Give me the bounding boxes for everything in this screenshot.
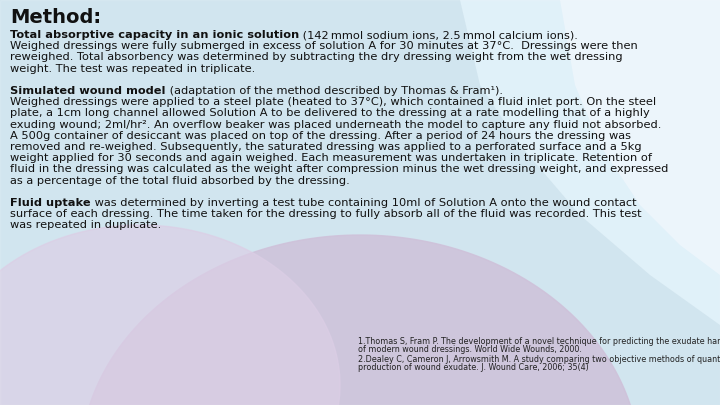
Text: 2.Dealey C, Cameron J, Arrowsmith M. A study comparing two objective methods of : 2.Dealey C, Cameron J, Arrowsmith M. A s…: [358, 355, 720, 364]
Text: removed and re-weighed. Subsequently, the saturated dressing was applied to a pe: removed and re-weighed. Subsequently, th…: [10, 142, 642, 152]
Text: 1.Thomas S, Fram P. The development of a novel technique for predicting the exud: 1.Thomas S, Fram P. The development of a…: [358, 337, 720, 346]
Polygon shape: [560, 0, 720, 275]
Text: Simulated wound model: Simulated wound model: [10, 86, 166, 96]
Text: of modern wound dressings. World Wide Wounds, 2000.: of modern wound dressings. World Wide Wo…: [358, 345, 582, 354]
Text: Weighed dressings were applied to a steel plate (heated to 37°C), which containe: Weighed dressings were applied to a stee…: [10, 97, 656, 107]
Text: exuding wound; 2ml/hr². An overflow beaker was placed underneath the model to ca: exuding wound; 2ml/hr². An overflow beak…: [10, 119, 662, 130]
Text: was determined by inverting a test tube containing 10ml of Solution A onto the w: was determined by inverting a test tube …: [91, 198, 636, 208]
Text: weight applied for 30 seconds and again weighed. Each measurement was undertaken: weight applied for 30 seconds and again …: [10, 153, 652, 163]
Text: surface of each dressing. The time taken for the dressing to fully absorb all of: surface of each dressing. The time taken…: [10, 209, 642, 219]
Text: Total absorptive capacity in an ionic solution: Total absorptive capacity in an ionic so…: [10, 30, 300, 40]
Text: was repeated in duplicate.: was repeated in duplicate.: [10, 220, 161, 230]
Text: (adaptation of the method described by Thomas & Fram¹).: (adaptation of the method described by T…: [166, 86, 503, 96]
Text: Fluid uptake: Fluid uptake: [10, 198, 91, 208]
Text: production of wound exudate. J. Wound Care, 2006; 35(4): production of wound exudate. J. Wound Ca…: [358, 363, 589, 372]
Text: Method:: Method:: [10, 8, 101, 27]
Polygon shape: [0, 225, 340, 405]
Text: plate, a 1cm long channel allowed Solution A to be delivered to the dressing at : plate, a 1cm long channel allowed Soluti…: [10, 109, 649, 118]
Polygon shape: [460, 0, 720, 325]
Text: A 500g container of desiccant was placed on top of the dressing. After a period : A 500g container of desiccant was placed…: [10, 131, 631, 141]
Text: reweighed. Total absorbency was determined by subtracting the dry dressing weigh: reweighed. Total absorbency was determin…: [10, 52, 623, 62]
Text: Weighed dressings were fully submerged in excess of solution A for 30 minutes at: Weighed dressings were fully submerged i…: [10, 41, 638, 51]
Text: (142 mmol sodium ions, 2.5 mmol calcium ions).: (142 mmol sodium ions, 2.5 mmol calcium …: [300, 30, 578, 40]
Text: as a percentage of the total fluid absorbed by the dressing.: as a percentage of the total fluid absor…: [10, 176, 350, 185]
Polygon shape: [80, 235, 640, 405]
Text: weight. The test was repeated in triplicate.: weight. The test was repeated in triplic…: [10, 64, 256, 74]
Text: fluid in the dressing was calculated as the weight after compression minus the w: fluid in the dressing was calculated as …: [10, 164, 668, 175]
